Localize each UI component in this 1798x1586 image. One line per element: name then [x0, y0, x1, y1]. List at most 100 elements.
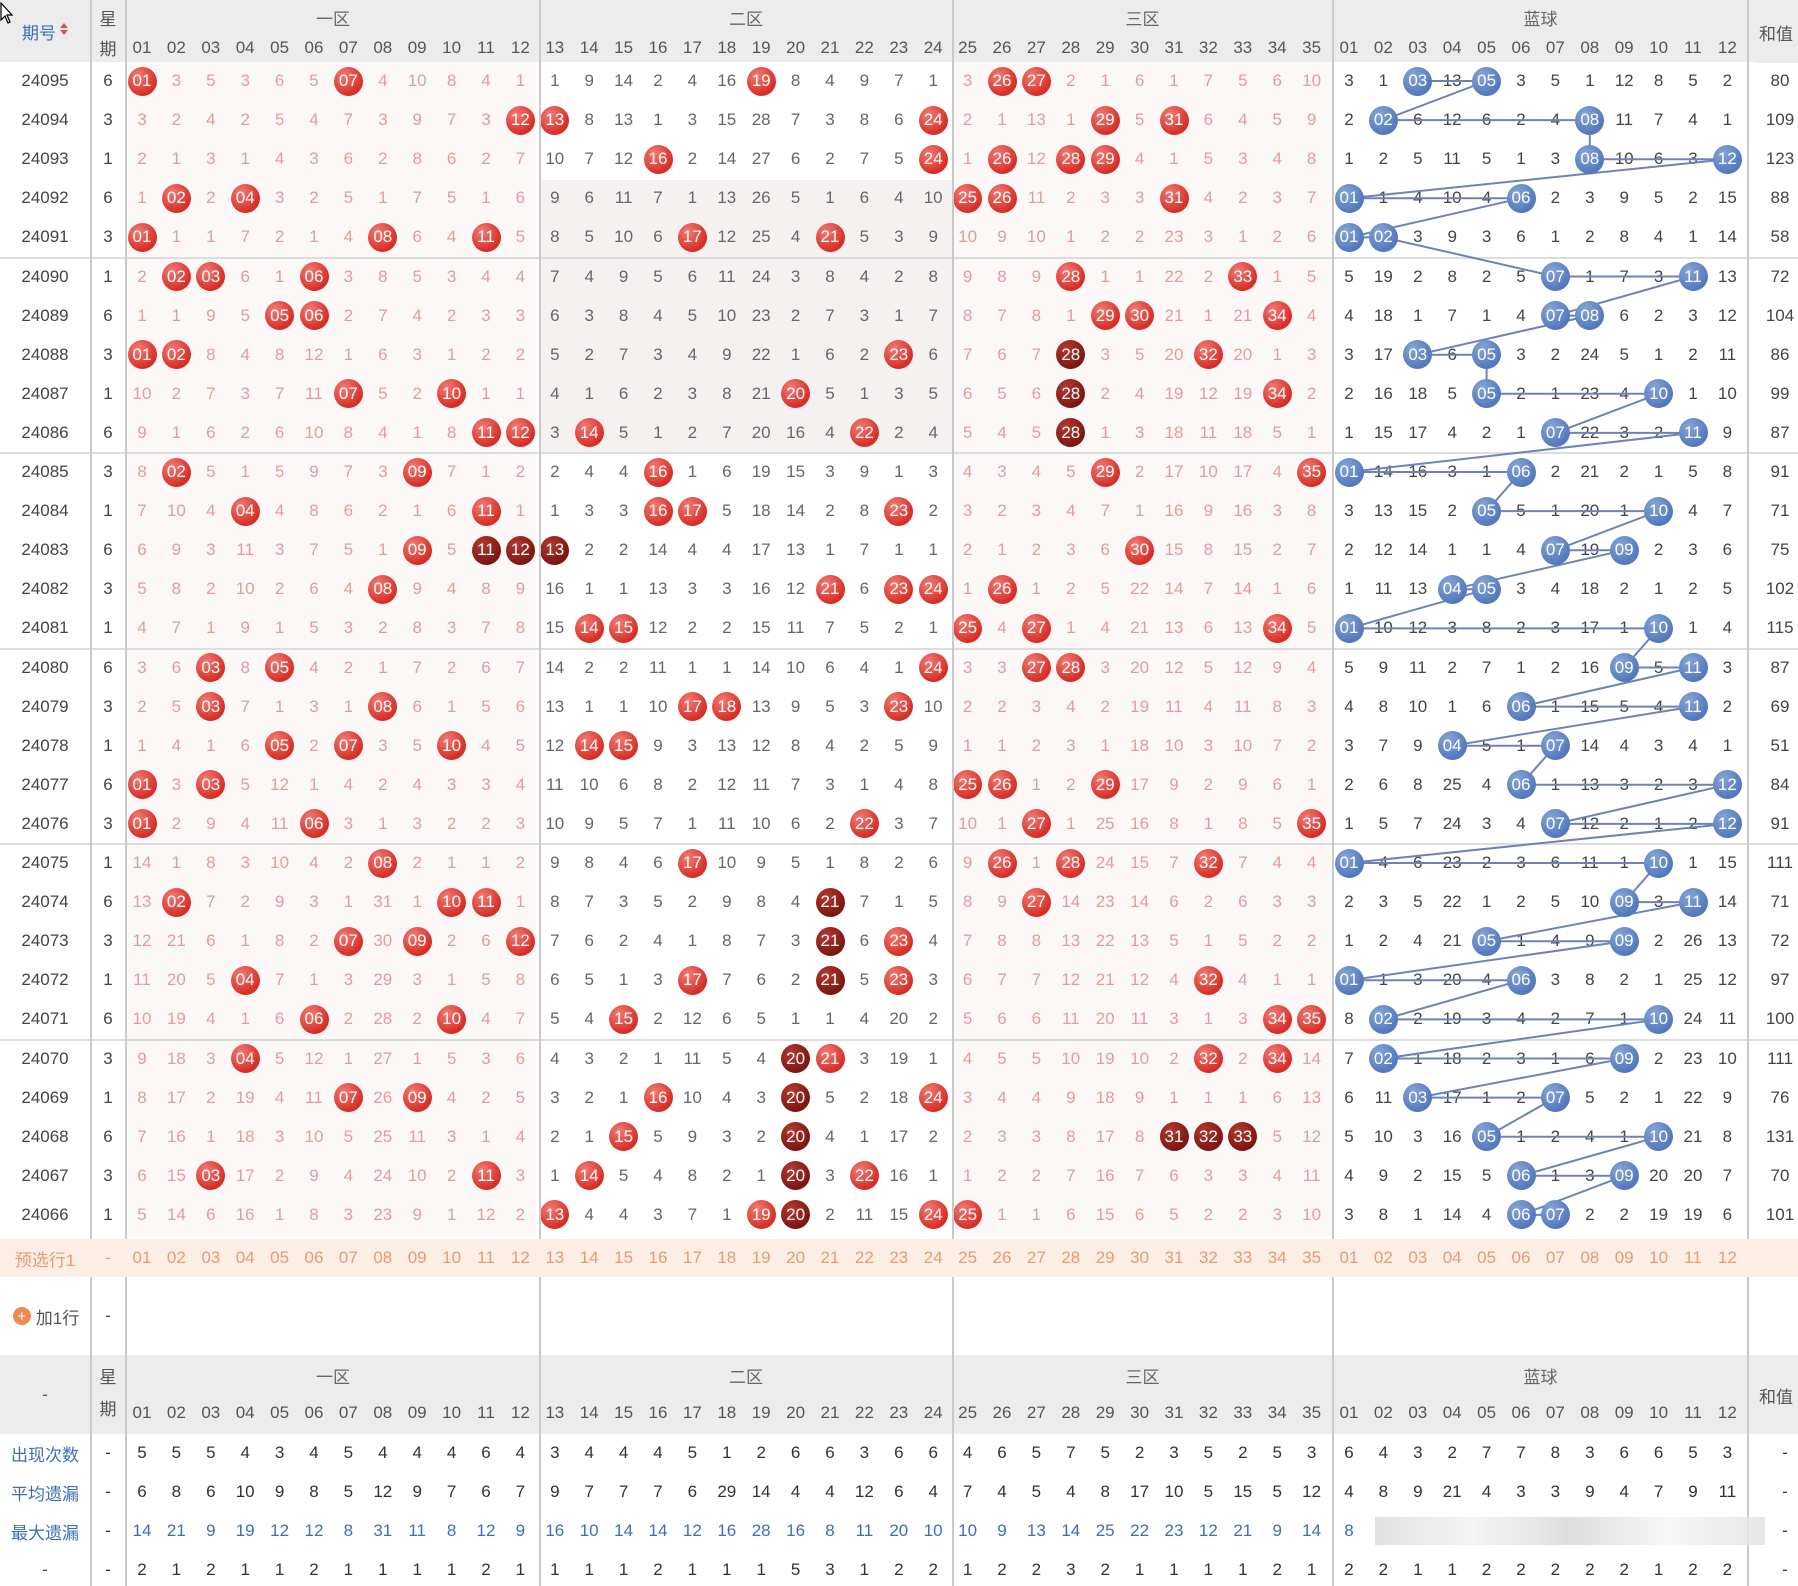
preselect-red-number[interactable]: 32: [1198, 1248, 1218, 1267]
red-ball[interactable]: 28: [1056, 379, 1086, 409]
red-ball[interactable]: 15: [609, 1122, 639, 1152]
red-ball[interactable]: 06: [299, 1004, 329, 1034]
red-ball[interactable]: 13: [540, 1200, 570, 1230]
red-ball[interactable]: 14: [574, 1161, 604, 1191]
red-ball[interactable]: 24: [918, 144, 948, 174]
red-ball[interactable]: 22: [849, 1161, 879, 1191]
blue-ball[interactable]: 02: [1368, 1044, 1398, 1073]
red-ball[interactable]: 27: [1021, 653, 1051, 682]
red-ball[interactable]: 20: [781, 1083, 811, 1113]
preselect-red-number[interactable]: 02: [166, 1248, 186, 1267]
red-ball[interactable]: 27: [1021, 66, 1051, 96]
preselect-blue-number[interactable]: 07: [1545, 1248, 1565, 1267]
red-ball[interactable]: 03: [196, 1161, 226, 1191]
blue-ball[interactable]: 07: [1540, 809, 1570, 839]
preselect-red-number[interactable]: 09: [407, 1248, 427, 1267]
red-ball[interactable]: 29: [1090, 770, 1120, 800]
preselect-red-number[interactable]: 27: [1026, 1248, 1046, 1267]
red-ball[interactable]: 14: [574, 418, 604, 448]
blue-ball[interactable]: 11: [1678, 887, 1708, 917]
red-ball[interactable]: 32: [1193, 340, 1223, 370]
red-ball[interactable]: 30: [1125, 301, 1155, 331]
blue-ball[interactable]: 03: [1403, 1083, 1433, 1113]
preselect-red-number[interactable]: 24: [923, 1248, 943, 1267]
red-ball[interactable]: 16: [643, 1083, 673, 1113]
red-ball[interactable]: 24: [918, 105, 948, 135]
red-ball[interactable]: 28: [1056, 653, 1086, 682]
blue-ball[interactable]: 06: [1506, 1161, 1536, 1191]
blue-ball[interactable]: 11: [1678, 418, 1708, 448]
blue-ball[interactable]: 10: [1644, 1004, 1674, 1034]
red-ball[interactable]: 12: [505, 926, 535, 956]
red-ball[interactable]: 09: [402, 535, 432, 565]
preselect-red-number[interactable]: 11: [477, 1248, 495, 1267]
red-ball[interactable]: 32: [1193, 848, 1223, 878]
blue-ball[interactable]: 10: [1644, 1122, 1674, 1152]
blue-ball[interactable]: 05: [1472, 1122, 1502, 1152]
preselect-red-number[interactable]: 23: [889, 1248, 909, 1267]
red-ball[interactable]: 18: [712, 692, 742, 722]
red-ball[interactable]: 21: [815, 926, 845, 956]
red-ball[interactable]: 23: [884, 926, 914, 956]
blue-ball[interactable]: 05: [1472, 496, 1502, 526]
red-ball[interactable]: 12: [505, 105, 535, 135]
red-ball[interactable]: 23: [884, 496, 914, 526]
preselect-red-number[interactable]: 01: [132, 1248, 152, 1267]
red-ball[interactable]: 01: [127, 222, 157, 252]
blue-ball[interactable]: 02: [1368, 1004, 1398, 1034]
red-ball[interactable]: 19: [746, 1200, 776, 1230]
red-ball[interactable]: 29: [1090, 457, 1120, 487]
preselect-red-number[interactable]: 18: [717, 1248, 737, 1267]
red-ball[interactable]: 04: [230, 1044, 260, 1073]
preselect-red-number[interactable]: 29: [1095, 1248, 1115, 1267]
red-ball[interactable]: 14: [574, 613, 604, 643]
red-ball[interactable]: 03: [196, 692, 226, 722]
preselect-red-number[interactable]: 21: [820, 1248, 840, 1267]
red-ball[interactable]: 21: [815, 965, 845, 995]
blue-ball[interactable]: 12: [1712, 770, 1742, 800]
preselect-red-number[interactable]: 13: [545, 1248, 565, 1267]
blue-ball[interactable]: 05: [1472, 340, 1502, 370]
red-ball[interactable]: 28: [1056, 144, 1086, 174]
red-ball[interactable]: 09: [402, 457, 432, 487]
red-ball[interactable]: 31: [1159, 105, 1189, 135]
preselect-red-number[interactable]: 12: [510, 1248, 530, 1267]
red-ball[interactable]: 24: [918, 653, 948, 682]
blue-ball[interactable]: 04: [1437, 731, 1467, 761]
blue-ball[interactable]: 11: [1678, 262, 1708, 291]
red-ball[interactable]: 04: [230, 496, 260, 526]
red-ball[interactable]: 10: [437, 379, 467, 409]
red-ball[interactable]: 29: [1090, 301, 1120, 331]
preselect-blue-number[interactable]: 01: [1339, 1248, 1359, 1267]
preselect-red-number[interactable]: 16: [648, 1248, 668, 1267]
preselect-red-number[interactable]: 14: [579, 1248, 599, 1267]
blue-ball[interactable]: 09: [1609, 887, 1639, 917]
preselect-blue-number[interactable]: 05: [1477, 1248, 1497, 1267]
red-ball[interactable]: 25: [953, 613, 983, 643]
red-ball[interactable]: 12: [505, 535, 535, 565]
preselect-blue-number[interactable]: 10: [1649, 1248, 1669, 1267]
red-ball[interactable]: 21: [815, 222, 845, 252]
preselect-red-number[interactable]: 07: [338, 1248, 358, 1267]
blue-ball[interactable]: 07: [1540, 418, 1570, 448]
red-ball[interactable]: 08: [368, 692, 398, 722]
red-ball[interactable]: 02: [161, 887, 191, 917]
preselect-red-number[interactable]: 04: [235, 1248, 255, 1267]
preselect-red-number[interactable]: 03: [201, 1248, 221, 1267]
red-ball[interactable]: 17: [677, 496, 707, 526]
red-ball[interactable]: 17: [677, 965, 707, 995]
blue-ball[interactable]: 08: [1575, 144, 1605, 174]
red-ball[interactable]: 17: [677, 692, 707, 722]
red-ball[interactable]: 23: [884, 574, 914, 604]
preselect-red-number[interactable]: 19: [751, 1248, 771, 1267]
blue-ball[interactable]: 09: [1609, 926, 1639, 956]
red-ball[interactable]: 19: [746, 66, 776, 96]
blue-ball[interactable]: 06: [1506, 692, 1536, 722]
preselect-red-number[interactable]: 26: [992, 1248, 1012, 1267]
red-ball[interactable]: 01: [127, 809, 157, 839]
preselect-red-number[interactable]: 35: [1302, 1248, 1322, 1267]
red-ball[interactable]: 06: [299, 809, 329, 839]
red-ball[interactable]: 05: [265, 731, 295, 761]
red-ball[interactable]: 05: [265, 653, 295, 682]
preselect-red-number[interactable]: 34: [1267, 1248, 1287, 1267]
